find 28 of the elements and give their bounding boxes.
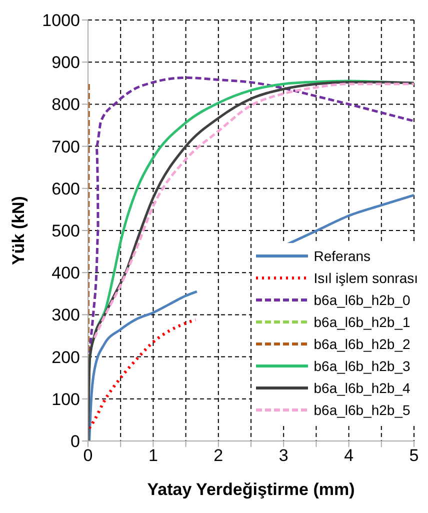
legend-label: b6a_l6b_h2b_0 <box>314 292 410 308</box>
y-tick-label: 0 <box>70 432 80 452</box>
legend-label: b6a_l6b_h2b_3 <box>314 358 410 374</box>
y-tick-label: 500 <box>52 222 80 241</box>
x-tick-label: 2 <box>214 446 224 466</box>
y-axis-title: Yük (kN) <box>9 196 28 265</box>
y-tick-label: 600 <box>52 179 80 198</box>
y-tick-label: 400 <box>52 264 80 283</box>
legend-label: Referans <box>314 248 371 264</box>
line-series <box>88 318 198 430</box>
y-tick-label: 800 <box>52 95 80 114</box>
y-tick-label: 100 <box>52 390 80 409</box>
y-tick-label: 700 <box>52 137 80 156</box>
x-tick-label: 3 <box>278 446 288 466</box>
y-tick-label: 900 <box>52 53 80 72</box>
y-tick-label: 1000 <box>42 11 80 30</box>
x-tick-label: 4 <box>344 446 354 466</box>
legend-label: b6a_l6b_h2b_2 <box>314 336 410 352</box>
legend-label: b6a_l6b_h2b_1 <box>314 314 410 330</box>
y-tick-label: 300 <box>52 306 80 325</box>
x-tick-label: 1 <box>148 446 158 466</box>
x-tick-label: 5 <box>409 446 419 466</box>
legend-label: Isıl işlem sonrası <box>314 270 418 286</box>
y-tick-label: 200 <box>52 348 80 367</box>
x-axis-title: Yatay Yerdeğiştirme (mm) <box>147 480 355 499</box>
legend-label: b6a_l6b_h2b_5 <box>314 402 410 418</box>
legend-label: b6a_l6b_h2b_4 <box>314 380 410 396</box>
x-tick-label: 0 <box>83 446 93 466</box>
